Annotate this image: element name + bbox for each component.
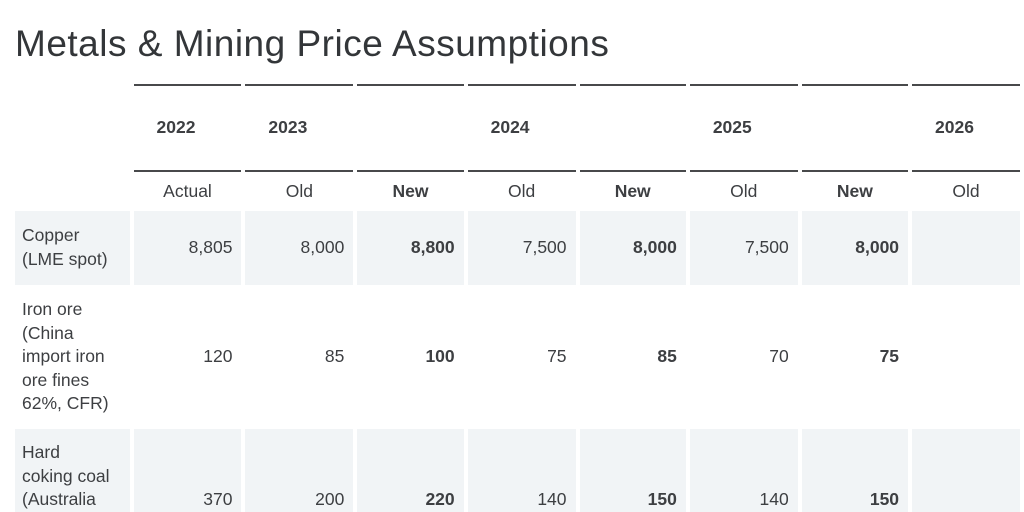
column-header-new-2025: New xyxy=(836,180,873,201)
value-cell: 140 xyxy=(467,428,576,512)
value-cell: 140 xyxy=(689,428,798,512)
value-cell: 100 xyxy=(425,346,455,367)
value-cell xyxy=(912,428,1020,512)
column-header-new-2023: New xyxy=(392,180,429,201)
value-cell: 70 xyxy=(769,346,789,367)
value-cell: 370 xyxy=(133,428,242,512)
value-cell: 8,000 xyxy=(801,210,909,285)
value-cell: 120 xyxy=(203,346,233,367)
table-row-copper: Copper (LME spot) 8,805 8,000 8,800 7,50… xyxy=(15,210,1020,285)
page-title: Metals & Mining Price Assumptions xyxy=(15,23,610,64)
table-row-hard-coking-coal: Hard coking coal (Australia premium coal… xyxy=(15,428,1020,512)
price-assumptions-table: 2022 2023 2024 2025 2026 Actual Old New … xyxy=(11,82,1024,512)
column-header-old-2024: Old xyxy=(507,180,536,201)
row-label: Hard coking coal (Australia premium coal… xyxy=(15,428,130,512)
row-label: Copper (LME spot) xyxy=(15,210,130,285)
year-header-row: 2022 2023 2024 2025 2026 xyxy=(15,83,1020,172)
value-cell: 150 xyxy=(579,428,686,512)
column-header-actual: Actual xyxy=(163,180,212,201)
column-header-old-2023: Old xyxy=(285,180,313,201)
value-cell: 200 xyxy=(245,428,354,512)
column-header-corner-cell xyxy=(15,174,130,209)
value-cell: 150 xyxy=(801,428,909,512)
value-cell: 8,805 xyxy=(133,210,242,285)
value-cell: 7,500 xyxy=(689,210,798,285)
year-header-2026: 2026 xyxy=(912,83,1020,172)
value-cell: 8,000 xyxy=(579,210,686,285)
value-cell: 85 xyxy=(657,346,677,367)
value-cell: 8,000 xyxy=(245,210,354,285)
year-header-spacer xyxy=(357,83,464,172)
column-header-old-2025: Old xyxy=(730,180,758,201)
year-header-2024: 2024 xyxy=(467,83,576,172)
value-cell: 75 xyxy=(547,346,567,367)
row-label: Iron ore (China import iron ore fines 62… xyxy=(22,299,109,414)
value-cell: 220 xyxy=(357,428,464,512)
year-header-spacer xyxy=(801,83,909,172)
column-header-new-2024: New xyxy=(614,180,651,201)
year-header-spacer xyxy=(579,83,686,172)
year-header-corner-cell xyxy=(15,84,130,172)
year-header-2023: 2023 xyxy=(245,83,354,172)
value-cell: 85 xyxy=(324,346,345,367)
value-cell: 8,800 xyxy=(357,210,464,285)
value-cell: 7,500 xyxy=(467,210,576,285)
year-header-2025: 2025 xyxy=(689,83,798,172)
value-cell xyxy=(912,210,1020,285)
value-cell: 75 xyxy=(879,346,900,367)
year-header-2022: 2022 xyxy=(133,83,242,172)
column-header-row: Actual Old New Old New Old New Old xyxy=(15,174,1020,209)
table-row-iron-ore: Iron ore (China import iron ore fines 62… xyxy=(15,287,1020,427)
column-header-old-2026: Old xyxy=(952,180,980,201)
value-cell xyxy=(912,287,1020,427)
